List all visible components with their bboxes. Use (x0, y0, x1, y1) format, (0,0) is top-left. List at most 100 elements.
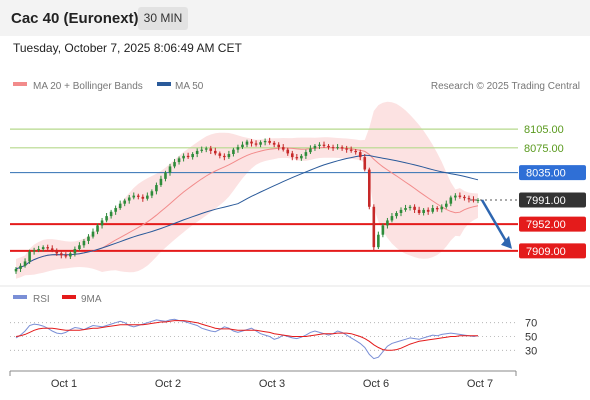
candle-body (290, 153, 294, 158)
candle-body (340, 147, 344, 149)
candle-body (263, 140, 267, 143)
candle-body (331, 147, 335, 149)
candle-body (64, 255, 68, 257)
candle-body (37, 249, 40, 251)
candle-body (82, 240, 86, 246)
candle-body (182, 155, 185, 159)
candle-body (377, 234, 380, 248)
candle-body (426, 209, 430, 212)
level-tag-7952-00 (519, 216, 586, 232)
candle-body (204, 148, 208, 150)
candle-body (141, 196, 145, 199)
candle-body (472, 199, 475, 201)
candle-body (435, 208, 439, 210)
candle-body (50, 248, 54, 251)
level-label-8075-00: 8075.00 (524, 143, 564, 155)
legend-label-rsi: RSI (33, 294, 50, 305)
x-tick-label: Oct 3 (259, 378, 285, 390)
level-label-7991-00: 7991.00 (526, 195, 566, 207)
candle-body (195, 150, 199, 154)
x-tick-label: Oct 7 (467, 378, 493, 390)
candle-body (395, 213, 398, 217)
candle-body (32, 250, 36, 252)
ma50-line (15, 154, 479, 270)
candle-body (100, 220, 104, 226)
osc-tick-30: 30 (525, 345, 537, 357)
projection-arrow-head (501, 235, 512, 249)
candle-body (318, 144, 321, 146)
level-tag-7991-00 (519, 192, 586, 208)
candle-body (245, 141, 249, 145)
candle-body (191, 154, 194, 158)
candle-body (19, 265, 22, 269)
candle-body (136, 195, 140, 197)
candle-body (87, 236, 90, 241)
legend-swatch-ma50 (157, 82, 171, 86)
candle-body (127, 197, 131, 201)
candle-body (304, 152, 308, 156)
candle-body (114, 208, 117, 212)
candle-body (159, 178, 163, 186)
osc-tick-50: 50 (525, 332, 537, 344)
candle-body (28, 251, 31, 262)
candle-body (381, 225, 385, 235)
candle-body (440, 206, 444, 210)
candle-body (327, 145, 330, 148)
level-tag-7909-00 (519, 243, 586, 259)
candle-body (227, 154, 231, 158)
candle-body (309, 148, 312, 153)
candle-body (272, 142, 276, 145)
candle-body (91, 231, 95, 237)
candle-body (132, 195, 136, 198)
x-tick-label: Oct 1 (51, 378, 77, 390)
candle-body (23, 261, 27, 266)
candle-body (259, 142, 262, 145)
candle-body (367, 169, 371, 207)
projection-arrow-shaft (480, 199, 509, 244)
candle-body (300, 155, 303, 159)
candle-body (236, 147, 240, 150)
candle-body (322, 144, 326, 146)
candle-body (14, 268, 18, 272)
candle-body (241, 144, 244, 148)
candle-body (232, 149, 235, 154)
header-bar (0, 0, 590, 36)
candle-body (118, 203, 122, 209)
candle-body (209, 148, 213, 151)
rsi-9ma-line (15, 320, 478, 351)
candle-body (404, 208, 407, 210)
legend-swatch-rsi (13, 295, 27, 299)
candle-body (386, 220, 389, 226)
x-tick-label: Oct 6 (363, 378, 389, 390)
candle-body (268, 140, 271, 143)
candle-body (155, 185, 158, 192)
candle-body (46, 247, 50, 249)
candle-body (458, 195, 462, 197)
level-label-8035-00: 8035.00 (526, 168, 566, 180)
candle-body (213, 150, 217, 154)
candle-body (336, 147, 339, 149)
candle-body (164, 172, 167, 179)
candle-body (408, 206, 412, 209)
osc-tick-70: 70 (525, 318, 537, 330)
candle-body (277, 144, 281, 148)
level-label-7952-00: 7952.00 (526, 219, 566, 231)
candle-body (399, 209, 403, 213)
timeframe-button[interactable]: 30 MIN (138, 7, 188, 30)
candle-body (444, 203, 448, 207)
candle-body (73, 249, 77, 254)
candle-body (422, 209, 425, 213)
candle-body (463, 196, 466, 199)
candle-body (363, 157, 367, 170)
candle-body (431, 208, 435, 212)
candle-body (417, 209, 421, 213)
credit-text: Research © 2025 Trading Central (431, 81, 580, 92)
candle-body (168, 166, 172, 173)
timestamp: Tuesday, October 7, 2025 8:06:49 AM CET (13, 41, 242, 55)
candle-body (313, 145, 317, 149)
candle-body (413, 206, 416, 210)
candle-body (449, 197, 453, 204)
candle-body (295, 157, 299, 159)
candle-body (358, 152, 362, 158)
